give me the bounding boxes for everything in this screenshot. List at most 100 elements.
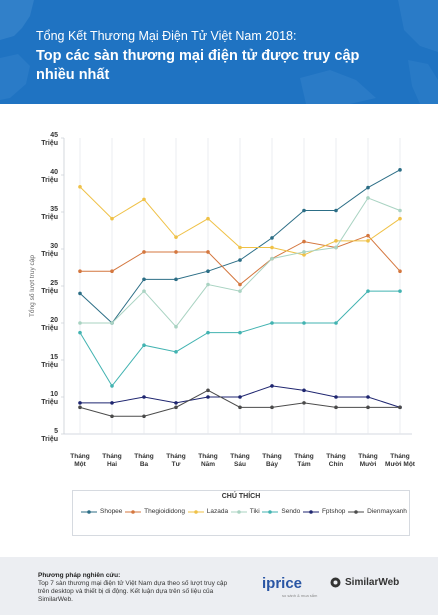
x-tick-label-line2: Năm [201,461,215,468]
data-point-dienmayxanh [238,405,242,410]
legend-swatch-shopee [81,509,97,514]
data-point-shopee [398,168,402,172]
methodology-title: Phương pháp nghiên cứu: [38,572,121,579]
y-tick-label-value: 30 [50,243,58,250]
iprice-logo-text: iprice [262,575,303,592]
data-point-shopee [334,208,338,213]
x-tick-label-line1: Tháng [198,453,218,460]
data-point-fptshop [110,401,114,405]
legend-item-sendo: Sendo [262,508,300,515]
header-supertitle: Tổng Kết Thương Mại Điện Tử Việt Nam 201… [36,29,297,43]
y-tick-label-unit: Triệu [41,399,58,406]
x-tick-label-line1: Tháng [294,453,314,460]
data-point-dienmayxanh [142,414,146,419]
data-point-fptshop [238,395,242,399]
y-tick-label-unit: Triệu [41,214,58,221]
legend-label-tiki: Tiki [249,508,260,515]
data-point-sendo [142,343,146,347]
data-point-lazada [206,216,210,221]
data-point-dienmayxanh [206,388,210,393]
x-tick-label-line1: Tháng [390,453,410,460]
data-point-fptshop [302,388,306,393]
legend-label-lazada: Lazada [206,508,229,515]
data-point-thegioididong [366,233,370,238]
x-tick-label-line2: Hai [107,461,117,468]
data-point-tiki [206,282,210,287]
legend-swatch-tiki [230,509,247,514]
data-point-dienmayxanh [174,405,178,410]
line-chart: 5Triệu10Triệu15Triệu20Triệu25Triệu30Triệ… [27,132,416,468]
data-point-fptshop [78,401,82,405]
data-point-dienmayxanh [110,414,114,419]
data-point-lazada [238,245,242,250]
y-tick-label-value: 25 [50,280,58,287]
data-point-lazada [398,216,402,221]
data-point-tiki [142,289,146,293]
x-tick-label-line1: Tháng [326,453,346,460]
similarweb-text: SimilarWeb [345,577,400,588]
legend-item-thegioididong: Thegioididong [125,508,185,515]
data-point-dienmayxanh [302,401,306,405]
legend-swatch-fptshop [302,509,319,514]
x-tick-label-line2: Chín [329,461,343,468]
methodology-text: Top 7 sàn thương mại điện tử Việt Nam dự… [38,580,228,603]
x-tick-label-line1: Tháng [230,453,250,460]
data-point-sendo [78,330,82,335]
data-point-tiki [174,324,178,329]
x-tick-label-line1: Tháng [70,453,90,460]
x-tick-label-line2: Ba [140,461,149,468]
legend-label-fptshop: Fptshop [321,508,346,515]
similarweb-icon [330,577,341,588]
x-tick-label-line1: Tháng [358,453,378,460]
y-tick-label-value: 20 [50,317,58,324]
data-point-thegioididong [398,269,402,273]
legend-label-shopee: Shopee [100,508,123,515]
data-point-shopee [238,258,242,262]
data-point-fptshop [206,395,210,399]
legend-swatch-sendo [262,509,279,514]
data-point-thegioididong [110,269,114,273]
data-point-lazada [302,253,306,257]
data-point-tiki [238,289,242,293]
y-tick-label-value: 15 [50,354,58,361]
legend-item-shopee: Shopee [81,508,122,515]
data-point-thegioididong [206,250,210,254]
data-point-sendo [206,330,210,335]
data-point-shopee [78,291,82,296]
y-tick-label-value: 45 [50,132,58,139]
x-tick-label-line2: Tư [172,461,181,468]
legend-label-sendo: Sendo [281,508,301,515]
legend-swatch-thegioididong [125,509,142,514]
data-point-thegioididong [78,269,82,273]
data-point-dienmayxanh [270,405,274,410]
y-tick-label-unit: Triệu [41,288,58,295]
data-point-shopee [142,277,146,282]
x-tick-label-line2: Mười [360,461,377,468]
data-point-sendo [302,321,306,325]
data-point-lazada [270,245,274,250]
y-tick-label-unit: Triệu [41,436,58,443]
header-banner: Tổng Kết Thương Mại Điện Tử Việt Nam 201… [0,0,438,104]
data-point-thegioididong [302,239,306,244]
legend-item-tiki: Tiki [230,508,260,515]
x-tick-label-line2: Tám [297,461,311,468]
legend-title: CHÚ THÍCH [215,493,267,500]
data-point-fptshop [270,384,274,388]
data-point-shopee [174,277,178,282]
data-point-lazada [366,239,370,243]
data-point-sendo [174,350,178,354]
y-tick-label-value: 40 [50,169,58,176]
legend-items: Shopee Thegioididong Lazada Tiki Sendo Fptsho… [81,508,407,515]
y-tick-label-unit: Triệu [41,362,58,369]
data-point-fptshop [174,401,178,405]
data-point-tiki [398,208,402,213]
data-point-lazada [334,239,338,243]
legend-item-fptshop: Fptshop [302,508,346,515]
legend-swatch-lazada [187,509,204,514]
x-tick-label-line1: Tháng [134,453,154,460]
data-point-shopee [270,236,274,240]
x-tick-label-line1: Tháng [102,453,122,460]
data-point-sendo [238,330,242,335]
data-point-dienmayxanh [78,405,82,410]
